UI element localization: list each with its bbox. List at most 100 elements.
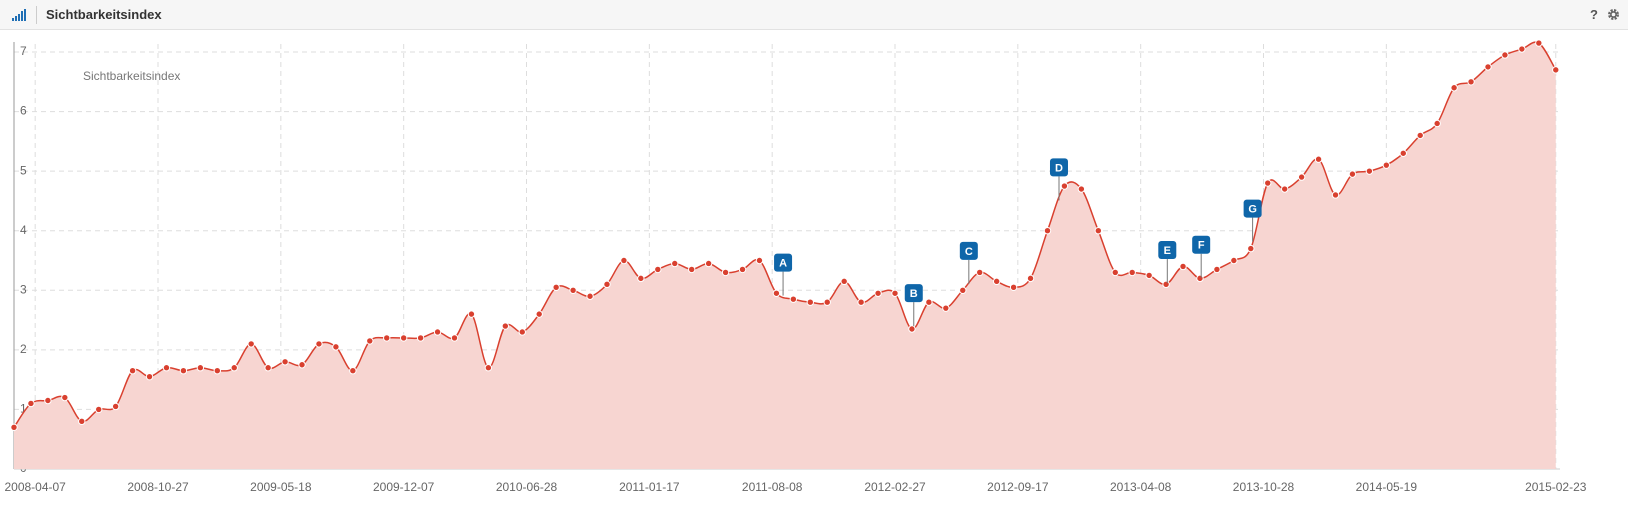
data-point xyxy=(1077,185,1086,193)
data-point xyxy=(1552,66,1560,74)
data-point xyxy=(1060,182,1069,190)
data-point xyxy=(44,396,52,405)
header: Sichtbarkeitsindex ? xyxy=(0,0,1628,30)
data-point xyxy=(1026,274,1035,283)
x-tick-label: 2009-12-07 xyxy=(373,480,435,494)
flag-label: C xyxy=(965,246,973,258)
data-point xyxy=(1043,227,1052,235)
flag xyxy=(1049,158,1068,177)
chart: 012345672008-04-072008-10-272009-05-1820… xyxy=(4,39,1587,494)
x-tick-label: 2015-02-23 xyxy=(1525,480,1587,494)
data-point xyxy=(1416,131,1424,140)
data-point xyxy=(992,277,1001,286)
data-point xyxy=(1179,262,1187,271)
data-point xyxy=(1365,167,1374,175)
data-point xyxy=(247,340,255,348)
data-point xyxy=(569,286,577,294)
data-point xyxy=(10,423,18,431)
widget-title: Sichtbarkeitsindex xyxy=(46,7,162,22)
data-point xyxy=(315,340,323,348)
data-point xyxy=(145,372,154,381)
data-point xyxy=(27,399,35,408)
flag xyxy=(1192,235,1211,254)
data-point xyxy=(959,286,967,294)
y-tick-label: 5 xyxy=(20,163,27,177)
data-point xyxy=(1213,265,1221,274)
data-point xyxy=(1111,268,1119,277)
data-point xyxy=(1297,173,1306,181)
separator xyxy=(36,6,37,24)
x-tick-label: 2009-05-18 xyxy=(250,480,312,494)
data-point xyxy=(1314,155,1323,163)
data-point xyxy=(1484,63,1492,71)
area xyxy=(14,42,1556,469)
flag xyxy=(959,241,978,260)
data-point xyxy=(111,402,120,411)
settings-button[interactable] xyxy=(1607,8,1620,21)
data-point xyxy=(450,334,459,342)
data-point xyxy=(1382,161,1391,169)
x-tick-label: 2010-06-28 xyxy=(496,480,558,494)
x-tick-label: 2011-08-08 xyxy=(742,480,803,494)
data-point xyxy=(1094,227,1103,235)
data-point xyxy=(1009,283,1018,292)
data-point xyxy=(1145,271,1153,280)
data-point xyxy=(552,283,560,292)
data-point xyxy=(162,364,171,372)
data-point xyxy=(467,310,476,318)
data-point xyxy=(501,322,510,330)
data-point xyxy=(213,367,222,375)
data-point xyxy=(1162,280,1170,289)
data-point xyxy=(1247,244,1255,253)
data-point xyxy=(1433,119,1441,128)
data-point xyxy=(1501,51,1509,59)
data-point xyxy=(1280,185,1289,193)
data-point xyxy=(1128,268,1136,277)
flag xyxy=(774,253,793,272)
data-point xyxy=(687,265,696,274)
data-point xyxy=(738,265,747,274)
data-point xyxy=(1399,149,1407,157)
data-point xyxy=(654,265,662,274)
flag-label: B xyxy=(910,288,918,300)
data-point xyxy=(399,334,408,342)
x-tick-label: 2014-05-19 xyxy=(1356,480,1418,494)
data-point xyxy=(61,393,69,402)
data-point xyxy=(535,310,543,318)
y-tick-label: 6 xyxy=(20,104,27,118)
flag-label: A xyxy=(779,258,787,270)
flag-label: D xyxy=(1055,162,1063,174)
data-point xyxy=(1230,256,1238,265)
x-tick-label: 2012-02-27 xyxy=(864,480,926,494)
data-point xyxy=(620,256,628,265)
x-tick-label: 2008-10-27 xyxy=(127,480,189,494)
chart-icon xyxy=(12,9,26,21)
data-point xyxy=(433,328,442,336)
data-point xyxy=(704,259,713,268)
data-point xyxy=(1467,78,1475,86)
data-point xyxy=(603,280,611,289)
data-point xyxy=(1196,274,1204,283)
data-point xyxy=(383,334,391,342)
data-point xyxy=(789,295,798,303)
data-point xyxy=(1518,45,1526,53)
series-label: Sichtbarkeitsindex xyxy=(83,69,180,83)
data-point xyxy=(264,364,272,372)
data-point xyxy=(755,256,764,265)
flag-label: F xyxy=(1198,240,1205,252)
data-point xyxy=(518,328,526,336)
y-tick-label: 2 xyxy=(20,342,27,356)
flag-label: E xyxy=(1164,245,1171,257)
data-point xyxy=(95,405,103,414)
data-point xyxy=(1450,84,1458,92)
y-tick-label: 1 xyxy=(20,402,27,416)
data-point xyxy=(78,417,86,426)
data-point xyxy=(721,268,730,277)
help-button[interactable]: ? xyxy=(1590,7,1598,22)
y-tick-label: 7 xyxy=(20,44,27,58)
data-point xyxy=(908,325,916,333)
flag xyxy=(1158,241,1177,260)
x-tick-label: 2008-04-07 xyxy=(4,480,66,494)
data-point xyxy=(925,298,933,306)
data-point xyxy=(484,364,493,372)
